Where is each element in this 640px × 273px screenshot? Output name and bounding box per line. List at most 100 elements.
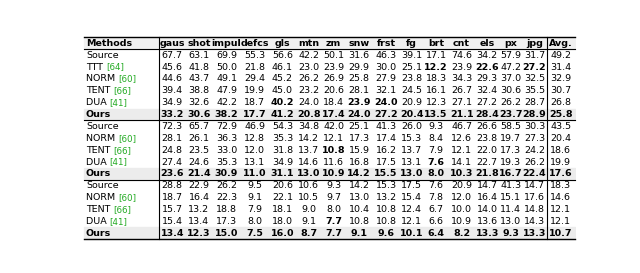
Text: 7.6: 7.6 <box>428 158 445 167</box>
Text: TENT: TENT <box>86 86 113 95</box>
Text: 16.1: 16.1 <box>426 86 447 95</box>
Text: [66]: [66] <box>113 205 131 214</box>
Text: 27.9: 27.9 <box>376 75 397 84</box>
Text: 26.2: 26.2 <box>500 98 522 107</box>
Text: 10.8: 10.8 <box>376 205 397 214</box>
Text: 26.7: 26.7 <box>451 86 472 95</box>
Text: 14.1: 14.1 <box>451 158 472 167</box>
Text: 10.0: 10.0 <box>451 205 472 214</box>
Text: 28.4: 28.4 <box>476 110 499 119</box>
Text: impul: impul <box>212 39 241 48</box>
Text: cnt: cnt <box>453 39 470 48</box>
Text: 16.4: 16.4 <box>477 193 498 202</box>
Text: 16.2: 16.2 <box>376 146 397 155</box>
Text: 72.3: 72.3 <box>162 122 183 131</box>
Text: [60]: [60] <box>118 75 136 84</box>
Text: 63.1: 63.1 <box>188 51 209 60</box>
Text: gaus: gaus <box>159 39 185 48</box>
Text: 18.0: 18.0 <box>272 217 293 226</box>
Text: 13.5: 13.5 <box>424 110 448 119</box>
Text: 22.7: 22.7 <box>477 158 498 167</box>
Text: 10.4: 10.4 <box>349 205 370 214</box>
Text: 10.1: 10.1 <box>400 229 423 238</box>
Text: 9.6: 9.6 <box>378 229 394 238</box>
Text: 15.1: 15.1 <box>500 193 522 202</box>
Text: 41.8: 41.8 <box>188 63 209 72</box>
Text: 15.5: 15.5 <box>374 170 397 178</box>
Text: 10.9: 10.9 <box>451 217 472 226</box>
Text: 8.4: 8.4 <box>429 134 444 143</box>
Text: DUA: DUA <box>86 158 109 167</box>
Bar <box>84 109 575 120</box>
Text: 42.2: 42.2 <box>298 51 319 60</box>
Text: 18.8: 18.8 <box>216 205 237 214</box>
Text: 12.2: 12.2 <box>424 63 448 72</box>
Text: 20.8: 20.8 <box>297 110 321 119</box>
Text: 37.0: 37.0 <box>500 75 522 84</box>
Text: 21.8: 21.8 <box>476 170 499 178</box>
Text: 12.1: 12.1 <box>323 134 344 143</box>
Text: 34.2: 34.2 <box>477 51 498 60</box>
Text: 26.6: 26.6 <box>477 122 498 131</box>
Text: 42.2: 42.2 <box>216 98 237 107</box>
Text: 13.0: 13.0 <box>500 217 522 226</box>
Text: 24.5: 24.5 <box>401 86 422 95</box>
Text: 44.6: 44.6 <box>162 75 182 84</box>
Text: 10.9: 10.9 <box>322 170 346 178</box>
Text: 22.4: 22.4 <box>523 170 547 178</box>
Bar <box>84 168 575 180</box>
Text: 10.7: 10.7 <box>549 229 573 238</box>
Text: TENT: TENT <box>86 146 113 155</box>
Bar <box>84 37 575 49</box>
Text: 7.8: 7.8 <box>429 193 444 202</box>
Text: 9.5: 9.5 <box>248 181 262 190</box>
Text: 25.1: 25.1 <box>401 63 422 72</box>
Text: 24.6: 24.6 <box>188 158 209 167</box>
Text: 17.6: 17.6 <box>549 170 573 178</box>
Text: mtn: mtn <box>298 39 319 48</box>
Text: 26.2: 26.2 <box>298 75 319 84</box>
Text: 31.8: 31.8 <box>272 146 293 155</box>
Text: 14.3: 14.3 <box>524 217 545 226</box>
Text: 17.6: 17.6 <box>524 193 545 202</box>
Text: 14.8: 14.8 <box>524 205 545 214</box>
Text: 10.6: 10.6 <box>298 181 319 190</box>
Text: 29.9: 29.9 <box>349 63 370 72</box>
Text: 7.7: 7.7 <box>325 217 342 226</box>
Text: 34.8: 34.8 <box>298 122 319 131</box>
Text: 27.1: 27.1 <box>451 98 472 107</box>
Text: 17.4: 17.4 <box>322 110 346 119</box>
Text: 45.2: 45.2 <box>272 75 293 84</box>
Text: 38.8: 38.8 <box>188 86 209 95</box>
Text: 19.3: 19.3 <box>500 158 522 167</box>
Text: 20.4: 20.4 <box>550 134 572 143</box>
Text: 12.1: 12.1 <box>550 205 572 214</box>
Text: 31.7: 31.7 <box>524 51 545 60</box>
Text: 10.8: 10.8 <box>376 217 397 226</box>
Text: fg: fg <box>406 39 417 48</box>
Text: 18.6: 18.6 <box>550 146 572 155</box>
Text: 30.9: 30.9 <box>215 170 238 178</box>
Text: 23.9: 23.9 <box>451 63 472 72</box>
Text: 41.2: 41.2 <box>271 110 294 119</box>
Text: 15.0: 15.0 <box>215 229 238 238</box>
Text: 13.1: 13.1 <box>244 158 266 167</box>
Text: 12.3: 12.3 <box>188 229 211 238</box>
Text: 43.7: 43.7 <box>188 75 209 84</box>
Text: 23.6: 23.6 <box>161 170 184 178</box>
Text: 15.4: 15.4 <box>162 217 182 226</box>
Text: gls: gls <box>275 39 291 48</box>
Text: 21.1: 21.1 <box>450 110 474 119</box>
Text: 27.2: 27.2 <box>523 63 547 72</box>
Text: 24.0: 24.0 <box>374 98 397 107</box>
Text: DUA: DUA <box>86 217 109 226</box>
Text: px: px <box>504 39 517 48</box>
Text: 14.2: 14.2 <box>348 170 371 178</box>
Text: Ours: Ours <box>86 170 111 178</box>
Text: 24.2: 24.2 <box>524 146 545 155</box>
Text: NORM: NORM <box>86 193 118 202</box>
Text: 34.9: 34.9 <box>162 98 183 107</box>
Text: 46.9: 46.9 <box>244 122 266 131</box>
Text: 19.9: 19.9 <box>244 86 266 95</box>
Text: 14.6: 14.6 <box>550 193 572 202</box>
